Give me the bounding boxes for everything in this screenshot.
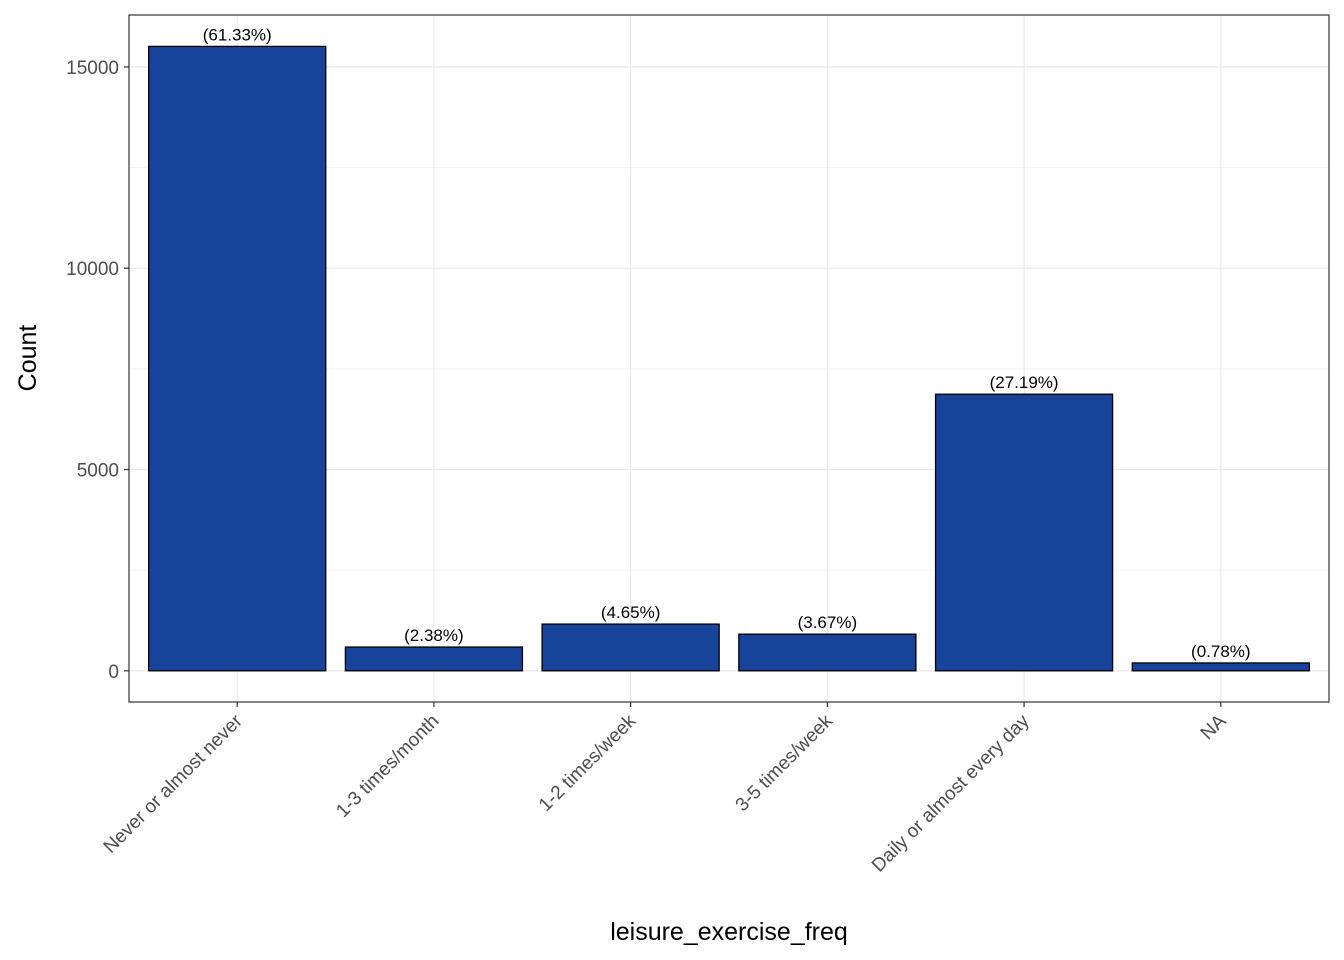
bar <box>1131 662 1310 672</box>
bar-data-label: (27.19%) <box>990 373 1059 392</box>
bar-data-label: (2.38%) <box>404 626 464 645</box>
bar <box>344 646 524 672</box>
panel-border <box>128 14 1330 703</box>
y-tick-label: 5000 <box>77 461 119 482</box>
bar <box>934 393 1114 672</box>
y-tick-label: 10000 <box>66 259 119 280</box>
grid-lines <box>129 15 1329 702</box>
x-axis-title: leisure_exercise_freq <box>610 918 848 946</box>
bar <box>738 633 917 672</box>
y-axis-ticks: 0 5000 10000 15000 <box>66 58 129 683</box>
bar <box>148 45 327 672</box>
bars <box>148 45 1310 672</box>
bar-data-label: (4.65%) <box>601 603 661 622</box>
y-tick-label: 15000 <box>66 58 119 79</box>
bar-data-label: (0.78%) <box>1191 642 1251 661</box>
y-tick-label: 0 <box>108 662 119 683</box>
bar <box>541 623 720 672</box>
bar-data-label: (3.67%) <box>798 613 858 632</box>
panel-background <box>129 15 1329 702</box>
data-labels: (61.33%) (2.38%) (4.65%) (3.67%) (27.19%) (0.… <box>203 25 1251 661</box>
bar-data-label: (61.33%) <box>203 25 272 44</box>
y-axis-title: Count <box>14 325 42 392</box>
